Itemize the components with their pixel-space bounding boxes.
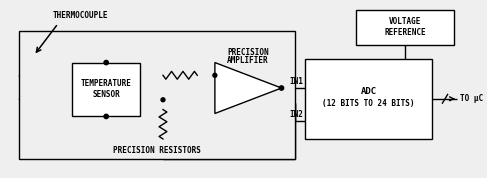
Text: IN1: IN1	[289, 77, 303, 86]
Circle shape	[104, 60, 108, 65]
Bar	[356, 10, 454, 45]
Text: AMPLIFIER: AMPLIFIER	[227, 56, 269, 65]
Bar	[19, 31, 295, 159]
Circle shape	[280, 86, 283, 90]
Text: PRECISION RESISTORS: PRECISION RESISTORS	[113, 146, 201, 155]
Text: IN2: IN2	[289, 110, 303, 119]
Bar	[72, 62, 140, 116]
Text: SENSOR: SENSOR	[93, 90, 120, 99]
Polygon shape	[215, 62, 281, 114]
Text: (12 BITS TO 24 BITS): (12 BITS TO 24 BITS)	[322, 99, 415, 108]
Bar	[305, 59, 432, 139]
Text: TO μC: TO μC	[460, 94, 483, 103]
Circle shape	[104, 114, 108, 119]
Text: REFERENCE: REFERENCE	[384, 28, 426, 37]
Text: VOLTAGE: VOLTAGE	[389, 17, 421, 26]
Text: ADC: ADC	[360, 87, 377, 96]
Text: TEMPERATURE: TEMPERATURE	[81, 79, 131, 88]
Circle shape	[161, 98, 165, 102]
Circle shape	[213, 73, 217, 77]
Text: PRECISION: PRECISION	[227, 48, 269, 57]
Text: THERMOCOUPLE: THERMOCOUPLE	[52, 11, 108, 20]
